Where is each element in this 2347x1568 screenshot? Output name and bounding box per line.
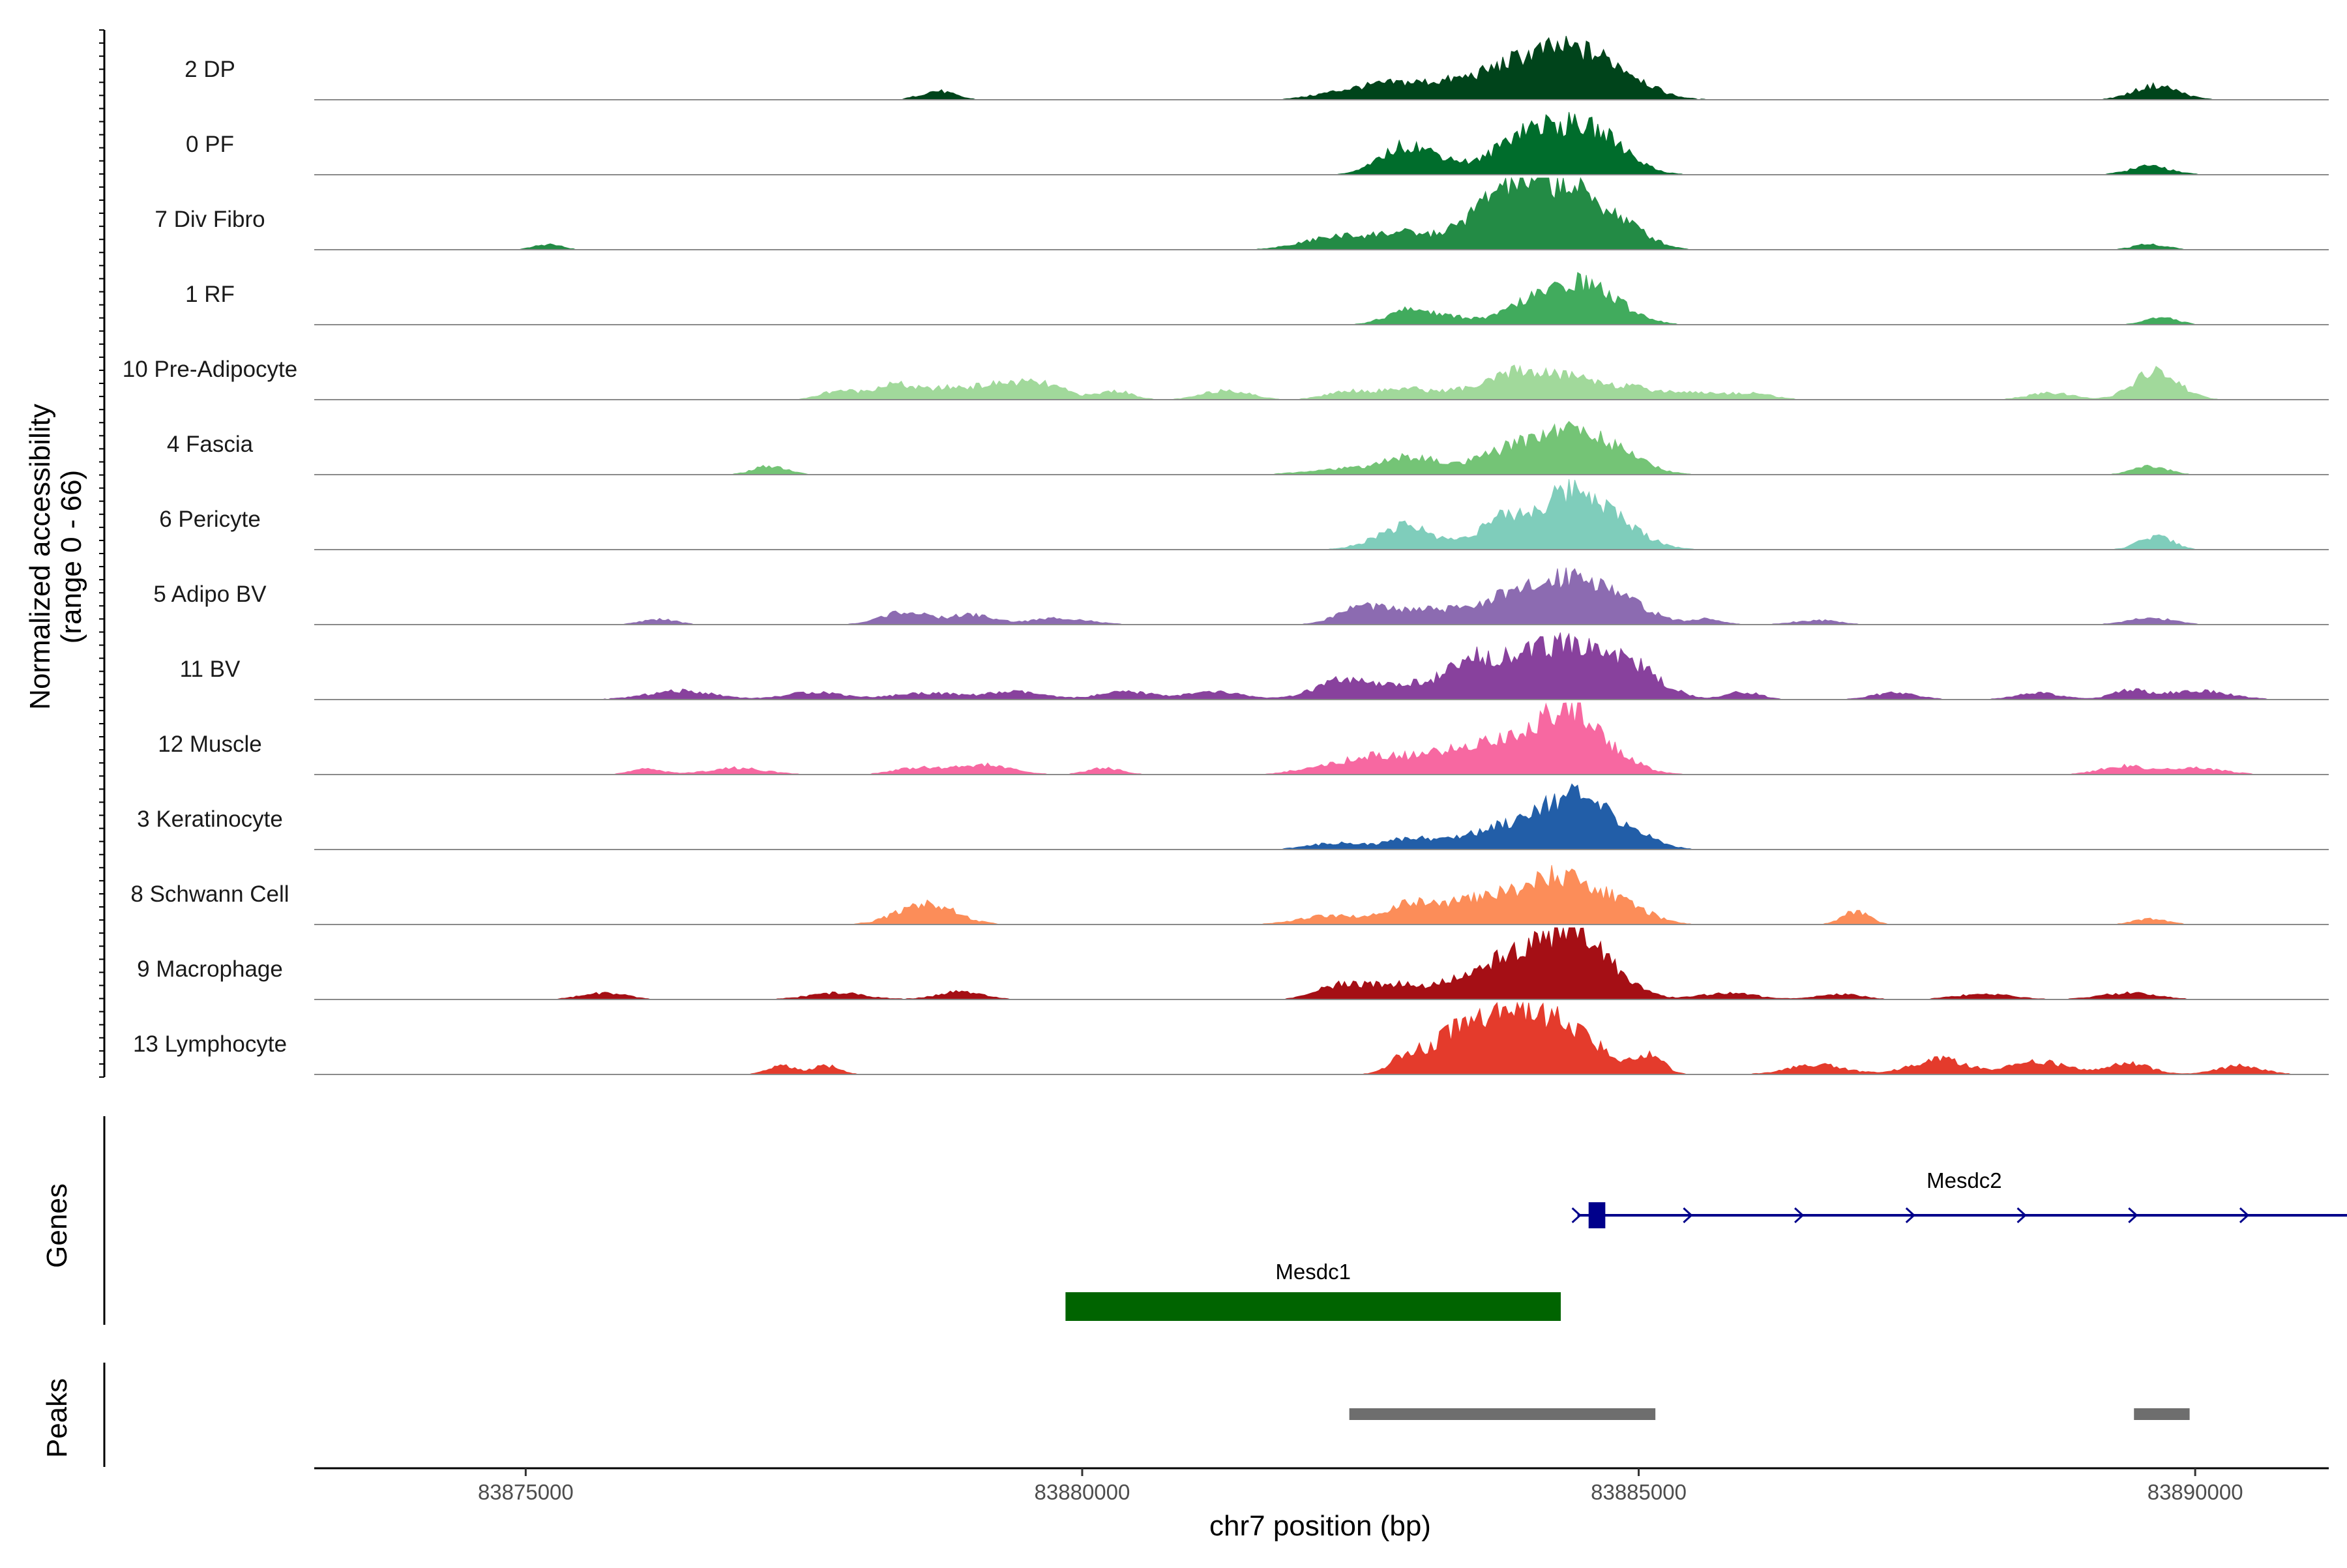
track-1: 2 DP — [185, 35, 2329, 100]
track-label: 12 Muscle — [158, 732, 262, 757]
track-label: 3 Keratinocyte — [137, 806, 283, 832]
strand-arrow — [2128, 1207, 2138, 1224]
strand-arrow — [1571, 1207, 1582, 1224]
track-label: 1 RF — [185, 282, 235, 307]
peaks-panel: Peaks — [41, 1363, 2190, 1467]
track-label: 5 Adipo BV — [153, 582, 267, 607]
coverage-area — [314, 177, 2329, 250]
track-8: 5 Adipo BV — [153, 567, 2329, 625]
track-label: 0 PF — [186, 132, 234, 157]
strand-arrow — [1794, 1207, 1805, 1224]
track-label: 4 Fascia — [167, 432, 254, 457]
strand-arrow — [1683, 1207, 1693, 1224]
coverage-area — [314, 364, 2329, 400]
x-axis-title: chr7 position (bp) — [1209, 1510, 1431, 1542]
gene-mesdc1-body — [1065, 1292, 1561, 1321]
coverage-area — [314, 272, 2329, 325]
peak-region-1 — [1349, 1408, 1656, 1420]
gene-mesdc2-label: Mesdc2 — [1926, 1168, 2002, 1192]
coverage-area — [314, 1001, 2329, 1075]
track-3: 7 Div Fibro — [155, 177, 2329, 250]
coverage-area — [314, 35, 2329, 100]
track-2: 0 PF — [186, 111, 2329, 175]
track-4: 1 RF — [185, 272, 2329, 325]
x-axis: chr7 position (bp) 83875000 83880000 83885… — [314, 1467, 2329, 1542]
coverage-area — [314, 479, 2329, 550]
track-7: 6 Pericyte — [159, 479, 2329, 550]
track-10: 12 Muscle — [158, 702, 2329, 775]
peaks-panel-label: Peaks — [41, 1378, 73, 1458]
track-6: 4 Fascia — [167, 421, 2329, 475]
track-14: 13 Lymphocyte — [133, 1001, 2329, 1075]
track-13: 9 Macrophage — [137, 927, 2329, 1000]
x-tick-label: 83890000 — [2148, 1480, 2243, 1504]
coverage-area — [314, 567, 2329, 625]
coverage-area — [314, 111, 2329, 175]
peak-region-2 — [2134, 1408, 2190, 1420]
track-9: 11 BV — [180, 632, 2329, 700]
track-11: 3 Keratinocyte — [137, 783, 2329, 850]
strand-arrow — [2016, 1207, 2027, 1224]
y-axis-title-line1: Normalized accessibility — [24, 404, 56, 709]
x-tick-label: 83885000 — [1591, 1480, 1687, 1504]
gene-mesdc2-exon — [1588, 1202, 1606, 1228]
coverage-area — [314, 865, 2329, 925]
gene-mesdc1: Mesdc1 — [1065, 1260, 1561, 1321]
genes-panel: Genes Mesdc2 Mesdc1 — [41, 1116, 2347, 1325]
genes-panel-label: Genes — [41, 1183, 73, 1268]
track-label: 10 Pre-Adipocyte — [123, 357, 297, 382]
coverage-tracks: 2 DP 0 PF 7 Div Fibro 1 RF 10 Pre-Adipocyte 4… — [123, 35, 2329, 1075]
track-12: 8 Schwann Cell — [130, 865, 2329, 925]
track-label: 6 Pericyte — [159, 507, 261, 532]
track-label: 9 Macrophage — [137, 956, 283, 982]
y-axis: Normalized accessibility (range 0 - 66) — [24, 29, 106, 1078]
strand-arrow — [2239, 1207, 2250, 1224]
coverage-area — [314, 421, 2329, 475]
coverage-area — [314, 783, 2329, 850]
coverage-area — [314, 702, 2329, 775]
track-label: 13 Lymphocyte — [133, 1031, 287, 1057]
coverage-area — [314, 927, 2329, 1000]
track-label: 8 Schwann Cell — [130, 881, 289, 907]
track-5: 10 Pre-Adipocyte — [123, 357, 2329, 400]
track-label: 7 Div Fibro — [155, 207, 265, 232]
gene-mesdc2: Mesdc2 — [1571, 1168, 2347, 1228]
track-label: 11 BV — [180, 657, 241, 682]
track-label: 2 DP — [185, 57, 235, 82]
strand-arrow — [1905, 1207, 1916, 1224]
y-axis-title-line2: (range 0 - 66) — [55, 470, 87, 644]
x-tick-label: 83880000 — [1035, 1480, 1130, 1504]
x-tick-label: 83875000 — [478, 1480, 574, 1504]
coverage-area — [314, 632, 2329, 700]
gene-mesdc1-label: Mesdc1 — [1275, 1260, 1351, 1284]
